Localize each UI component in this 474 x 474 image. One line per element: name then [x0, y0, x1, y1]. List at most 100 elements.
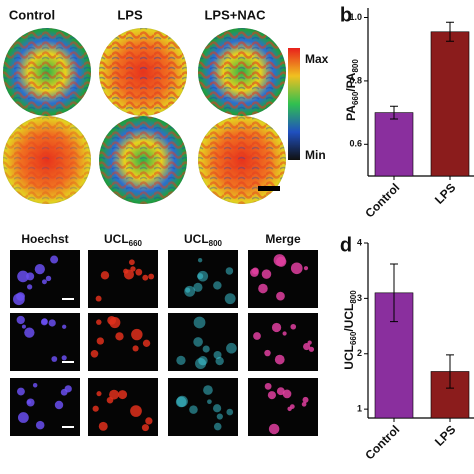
- column-label: Hoechst: [21, 232, 68, 246]
- y-axis-label: PA660/PA800: [344, 59, 360, 121]
- subscript: 800: [349, 290, 358, 304]
- cell: [176, 355, 186, 366]
- cell: [96, 319, 102, 325]
- cell: [271, 322, 282, 333]
- cell: [276, 291, 285, 301]
- cell: [135, 268, 143, 276]
- cell: [213, 422, 222, 431]
- cell: [216, 413, 223, 420]
- y-tick-label: 4: [357, 237, 362, 247]
- column-label: UCL660: [104, 232, 143, 248]
- cell: [27, 284, 33, 290]
- cell: [197, 257, 203, 263]
- cell: [16, 315, 25, 325]
- subscript: 800: [351, 59, 360, 73]
- subscript: 660: [349, 331, 358, 345]
- cell: [132, 345, 139, 352]
- text-part: UCL: [184, 232, 209, 246]
- cell: [250, 268, 259, 277]
- column-label: LPS+NAC: [204, 7, 266, 22]
- cell: [213, 350, 222, 360]
- cell: [289, 404, 295, 409]
- cell: [258, 283, 268, 294]
- microscopy: [10, 250, 318, 436]
- cell: [302, 396, 309, 403]
- colorbar-label: Max: [305, 52, 329, 66]
- text-part: UCL: [104, 232, 129, 246]
- colorbar-label: Min: [305, 148, 326, 162]
- x-tick-label: LPS: [432, 180, 458, 206]
- cell: [213, 281, 222, 290]
- y-tick-label: 1.0: [349, 12, 362, 22]
- x-tick-label: Control: [362, 180, 402, 220]
- y-tick-label: 0.6: [349, 139, 362, 149]
- cell: [40, 318, 48, 326]
- cell: [290, 323, 297, 330]
- cell: [17, 412, 29, 423]
- cell: [64, 385, 72, 393]
- cell: [290, 262, 303, 275]
- text-part: /PA: [344, 72, 358, 91]
- panel-label: d: [340, 234, 352, 256]
- x-tick-label: LPS: [432, 422, 458, 448]
- cell: [267, 391, 277, 400]
- cell: [195, 357, 207, 370]
- cell: [276, 256, 287, 267]
- cell: [35, 420, 45, 430]
- heatmap-texture: [198, 28, 286, 116]
- cell: [282, 331, 287, 336]
- heatmap-texture: [198, 116, 286, 204]
- cell: [107, 315, 117, 325]
- cell: [32, 383, 38, 388]
- subscript: 660: [351, 91, 360, 105]
- scale-bar: [62, 298, 74, 300]
- error-bar: [390, 105, 398, 120]
- cell: [13, 293, 25, 306]
- cell: [109, 389, 119, 400]
- column-label: Control: [9, 7, 55, 22]
- cell: [193, 282, 203, 292]
- cell: [106, 396, 114, 404]
- heatmap-texture: [3, 28, 91, 116]
- cell: [225, 267, 234, 275]
- text-part: Hoechst: [21, 232, 68, 246]
- cell: [24, 327, 35, 338]
- cell: [282, 389, 292, 399]
- error-bar: [446, 21, 454, 42]
- cell: [189, 405, 198, 414]
- column-label: LPS: [117, 7, 143, 22]
- text-part: PA: [344, 105, 358, 121]
- cell: [142, 274, 149, 281]
- column-label: UCL800: [184, 232, 223, 248]
- cell: [61, 355, 67, 361]
- cell: [51, 356, 58, 362]
- scale-bar: [258, 186, 280, 191]
- cell: [41, 279, 47, 285]
- heatmap-texture: [99, 28, 187, 116]
- cell: [301, 401, 307, 407]
- bar: [430, 31, 470, 177]
- cell: [303, 266, 309, 271]
- cell: [118, 390, 128, 400]
- cell: [98, 421, 108, 431]
- cell: [303, 342, 311, 351]
- cell: [62, 324, 67, 329]
- heatmap-texture: [99, 116, 187, 204]
- subscript: 660: [129, 239, 143, 248]
- bar: [374, 112, 414, 177]
- cell: [16, 387, 25, 396]
- cell: [274, 354, 285, 365]
- cell: [203, 385, 213, 395]
- image-tile: [168, 378, 238, 436]
- y-tick-label: 1: [357, 404, 362, 414]
- cell: [261, 269, 272, 279]
- cell: [34, 263, 45, 275]
- cell: [115, 332, 124, 341]
- cell: [123, 269, 135, 280]
- cell: [130, 405, 142, 417]
- text-part: UCL: [342, 345, 356, 370]
- x-tick-label: Control: [362, 422, 402, 462]
- y-axis-label: UCL660/UCL800: [342, 290, 358, 370]
- cell: [26, 399, 32, 405]
